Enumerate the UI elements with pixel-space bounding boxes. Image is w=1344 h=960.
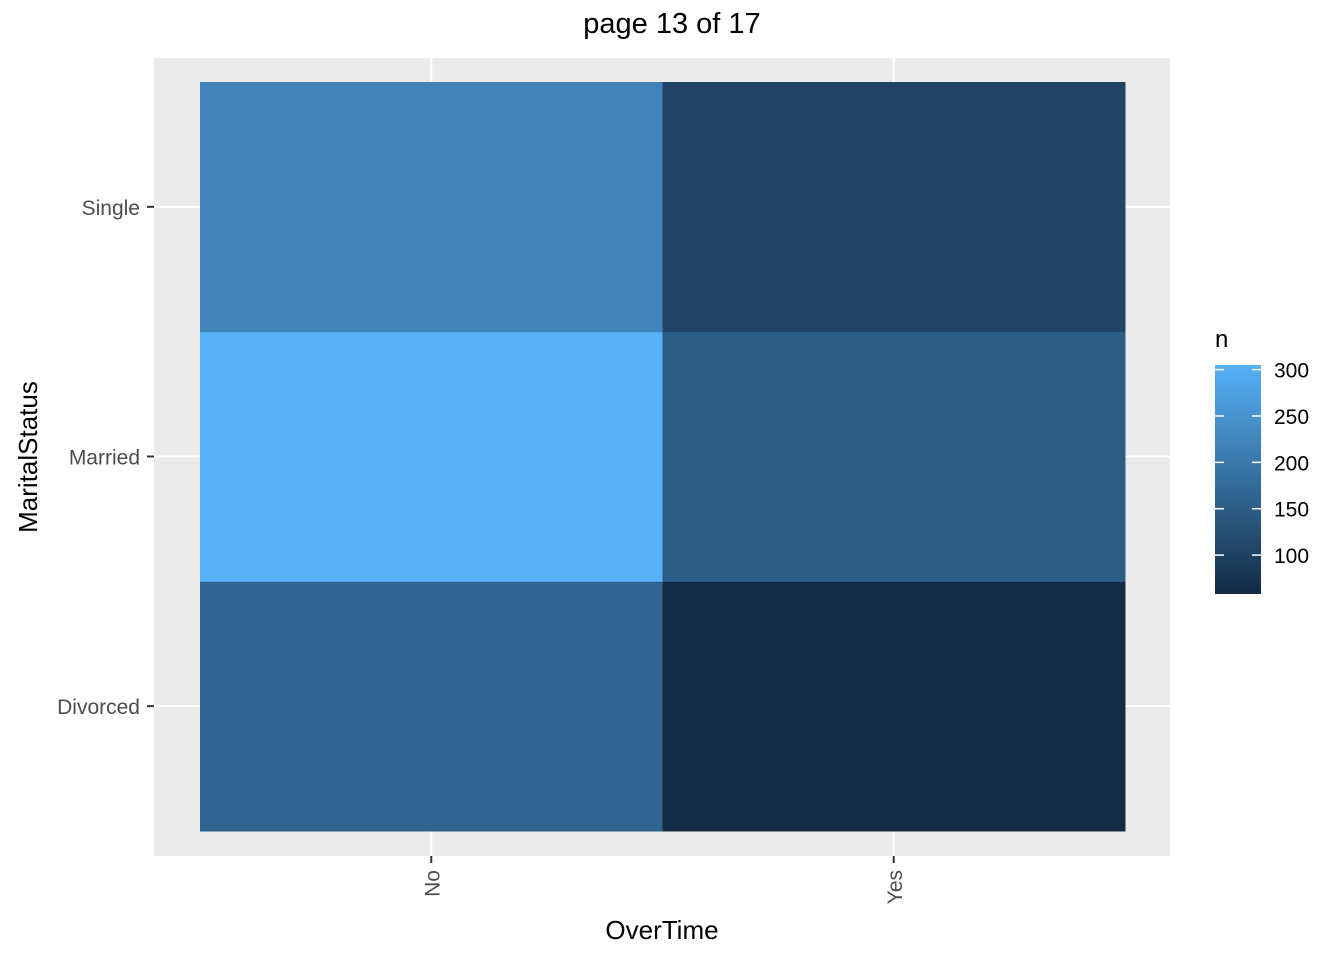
- x-axis-title: OverTime: [605, 915, 718, 945]
- legend-tick-label: 100: [1274, 545, 1309, 568]
- heatmap-cell: [662, 82, 1126, 333]
- y-tick-label: Married: [69, 447, 140, 470]
- x-axis: No Yes: [421, 856, 907, 904]
- heatmap-cell: [662, 581, 1126, 832]
- y-tick-label: Divorced: [57, 696, 140, 719]
- legend-tick-label: 200: [1274, 452, 1309, 475]
- x-tick-label: Yes: [884, 870, 907, 904]
- chart-title: page 13 of 17: [583, 8, 760, 40]
- y-axis-title: MaritalStatus: [13, 381, 43, 533]
- color-legend: n 100 150 200 250 300: [1215, 326, 1309, 594]
- legend-tick-label: 250: [1274, 406, 1309, 429]
- legend-title: n: [1215, 326, 1228, 353]
- x-tick-label: No: [421, 870, 444, 897]
- legend-tick-label: 150: [1274, 499, 1309, 522]
- heatmap-cell: [662, 331, 1126, 582]
- y-axis: Divorced Married Single: [57, 197, 154, 719]
- heatmap-cell: [200, 581, 663, 832]
- y-tick-label: Single: [82, 197, 140, 220]
- legend-tick-label: 300: [1274, 360, 1309, 383]
- heatmap-cells: [200, 82, 1126, 832]
- heatmap-cell: [200, 331, 663, 582]
- heatmap-cell: [200, 82, 663, 333]
- legend-color-bar: [1215, 365, 1261, 594]
